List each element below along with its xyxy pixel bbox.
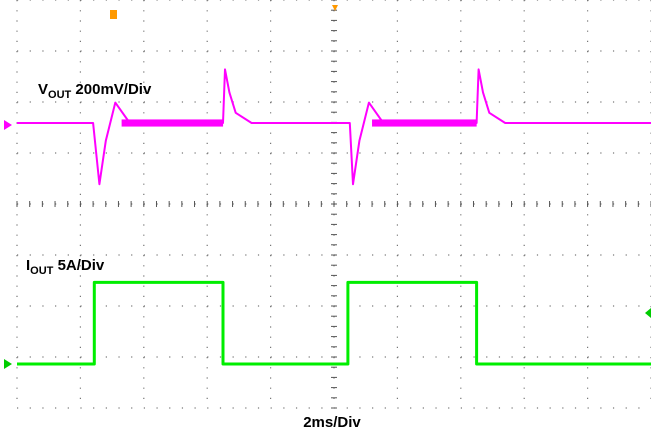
vout-label: VOUT 200mV/Div [38, 81, 152, 101]
iout-ground-marker [4, 359, 12, 369]
vout-ripple-band [121, 119, 224, 127]
trigger-position-marker [332, 5, 338, 11]
grid [16, 0, 651, 409]
channel-marker-top [110, 10, 117, 19]
vout-ripple-band [372, 119, 477, 127]
x-axis-label: 2ms/Div [303, 414, 361, 431]
iout-label: IOUT 5A/Div [26, 257, 105, 277]
trigger-level-marker [645, 308, 651, 318]
traces [17, 68, 651, 366]
vout-ground-marker [4, 120, 12, 130]
vout-trace [17, 68, 651, 186]
iout-trace [17, 280, 651, 366]
